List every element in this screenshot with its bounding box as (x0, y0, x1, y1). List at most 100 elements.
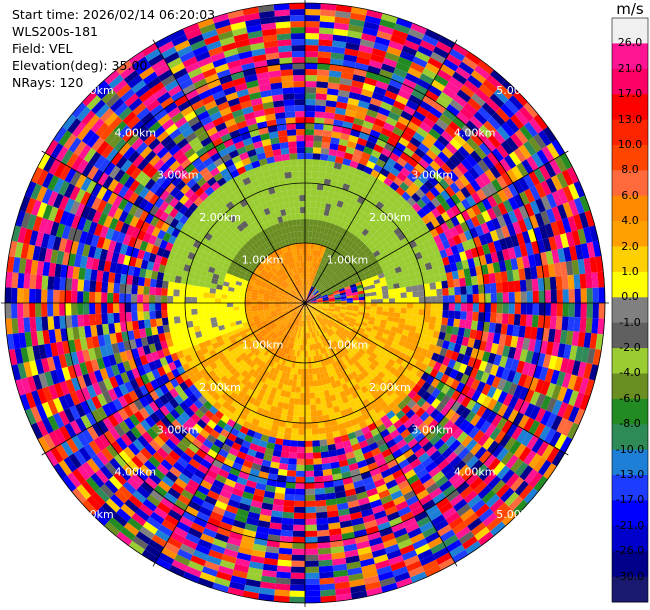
velocity-gate (306, 291, 310, 298)
velocity-gate (381, 333, 389, 340)
velocity-gate (171, 228, 181, 238)
velocity-gate (389, 131, 401, 142)
velocity-gate (381, 375, 390, 384)
velocity-gate (317, 220, 323, 227)
velocity-gate (386, 438, 397, 449)
velocity-gate (212, 458, 224, 469)
velocity-gate (278, 357, 284, 365)
velocity-gate (455, 261, 464, 271)
velocity-gate (434, 74, 449, 87)
velocity-gate (260, 465, 271, 474)
velocity-gate (347, 225, 354, 233)
velocity-gate (288, 329, 293, 336)
velocity-gate (331, 237, 338, 245)
velocity-gate (344, 316, 351, 321)
velocity-gate (314, 361, 319, 369)
velocity-gate (445, 142, 458, 155)
velocity-gate (376, 306, 383, 312)
velocity-gate (476, 392, 487, 405)
velocity-gate (358, 327, 366, 333)
velocity-gate (275, 343, 281, 350)
velocity-gate (445, 197, 456, 209)
velocity-gate (346, 298, 353, 301)
velocity-gate (91, 409, 103, 423)
velocity-gate (120, 503, 136, 518)
velocity-gate (355, 319, 363, 325)
velocity-gate (311, 231, 317, 238)
velocity-gate (370, 271, 378, 278)
velocity-gate (390, 273, 398, 280)
velocity-gate (224, 258, 233, 265)
velocity-gate (471, 402, 482, 415)
velocity-gate (466, 294, 473, 303)
velocity-gate (458, 174, 470, 187)
velocity-gate (481, 210, 492, 223)
velocity-gate (442, 506, 457, 520)
velocity-gate (356, 459, 368, 469)
velocity-gate (528, 420, 541, 435)
velocity-gate (474, 146, 487, 160)
velocity-gate (281, 307, 288, 311)
velocity-gate (248, 361, 256, 369)
velocity-gate (331, 274, 338, 281)
velocity-gate (58, 459, 72, 476)
velocity-gate (416, 126, 429, 138)
velocity-gate (463, 102, 478, 116)
velocity-gate (310, 304, 317, 307)
velocity-gate (90, 472, 105, 488)
velocity-gate (413, 484, 426, 496)
velocity-gate (351, 313, 358, 317)
velocity-gate (173, 289, 180, 297)
velocity-gate (153, 358, 163, 369)
velocity-gate (377, 258, 386, 265)
velocity-gate (123, 340, 132, 352)
velocity-gate (260, 283, 267, 288)
velocity-gate (398, 205, 408, 215)
velocity-gate (365, 326, 373, 333)
velocity-gate (352, 423, 362, 432)
velocity-gate (237, 366, 245, 375)
velocity-gate (368, 155, 379, 164)
velocity-gate (217, 279, 224, 286)
velocity-gate (327, 516, 340, 524)
velocity-gate (530, 266, 538, 280)
velocity-gate (368, 316, 376, 322)
velocity-gate (290, 310, 296, 315)
velocity-gate (286, 476, 296, 483)
velocity-gate (465, 438, 478, 452)
velocity-gate (466, 207, 477, 219)
velocity-gate (299, 410, 305, 417)
velocity-gate (311, 325, 315, 332)
velocity-gate (36, 169, 49, 186)
velocity-gate (307, 314, 310, 321)
velocity-gate (315, 294, 322, 299)
velocity-gate (275, 328, 281, 335)
velocity-gate (508, 95, 524, 111)
velocity-gate (167, 509, 182, 522)
velocity-gate (386, 279, 393, 286)
velocity-gate (568, 199, 579, 216)
velocity-gate (204, 339, 212, 347)
velocity-gate (96, 406, 108, 420)
velocity-gate (436, 167, 448, 179)
velocity-gate (277, 289, 284, 294)
velocity-gate (297, 368, 302, 375)
velocity-gate (300, 374, 305, 381)
velocity-gate (96, 451, 110, 466)
velocity-gate (435, 193, 446, 205)
velocity-gate (406, 196, 417, 207)
velocity-gate (394, 298, 401, 303)
velocity-gate (352, 303, 359, 306)
velocity-gate (297, 332, 301, 339)
velocity-gate (236, 323, 244, 329)
velocity-gate (424, 365, 434, 375)
velocity-gate (364, 180, 374, 189)
velocity-gate (160, 497, 175, 510)
velocity-gate (108, 517, 124, 532)
velocity-gate (481, 383, 492, 396)
velocity-gate (373, 478, 386, 488)
velocity-gate (370, 295, 377, 300)
velocity-gate (29, 288, 36, 303)
velocity-gate (193, 273, 201, 281)
velocity-gate (363, 390, 372, 399)
